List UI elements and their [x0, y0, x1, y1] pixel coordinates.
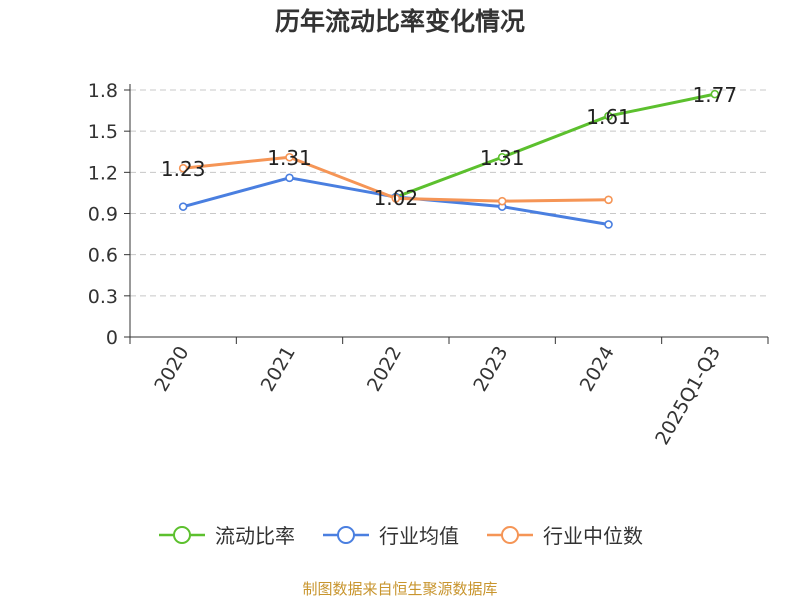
y-tick-label: 0 [106, 327, 118, 349]
legend-item[interactable]: 行业均值 [321, 520, 459, 549]
legend-label: 行业均值 [379, 524, 459, 548]
y-tick-label: 1.5 [88, 121, 118, 143]
data-point [285, 152, 294, 162]
data-point [497, 152, 507, 162]
data-label: 1.61 [586, 105, 631, 129]
x-tick-label: 2023 [469, 342, 512, 395]
data-point [285, 173, 294, 183]
legend-label: 行业中位数 [543, 524, 643, 548]
x-tick-label: 2022 [363, 343, 406, 396]
data-point [604, 195, 613, 205]
y-tick-label: 0.9 [88, 204, 118, 226]
legend-line-circle-icon [159, 525, 205, 544]
y-tick-label: 1.2 [88, 162, 118, 184]
legend-item[interactable]: 行业中位数 [485, 520, 643, 549]
x-tick-label: 2025Q1-Q3 [651, 343, 725, 449]
x-tick-label: 2024 [576, 343, 619, 396]
data-label: 1.77 [693, 83, 738, 107]
data-point [497, 196, 507, 206]
data-point [178, 163, 188, 173]
data-point [178, 202, 188, 211]
data-point [604, 220, 613, 229]
chart-legend: 流动比率 行业均值 行业中位数 [0, 520, 800, 549]
chart-title: 历年流动比率变化情况 [274, 7, 525, 36]
legend-line-circle-icon [487, 525, 533, 544]
data-source-note: 制图数据来自恒生聚源数据库 [302, 580, 498, 598]
legend-line-circle-icon [323, 525, 369, 544]
data-label: 1.31 [267, 146, 312, 170]
data-point [604, 111, 613, 121]
data-point [391, 194, 401, 203]
y-tick-label: 0.6 [88, 245, 118, 267]
data-label: 1.02 [374, 186, 419, 210]
legend-item[interactable]: 流动比率 [157, 520, 295, 549]
y-tick-label: 0.3 [88, 286, 118, 308]
x-tick-label: 2020 [150, 343, 193, 396]
data-label: 1.31 [480, 146, 525, 170]
data-point [710, 89, 720, 99]
data-label: 1.23 [161, 157, 206, 181]
legend-label: 流动比率 [215, 524, 295, 548]
y-tick-label: 1.8 [88, 80, 118, 102]
series-line-0 [395, 92, 716, 199]
x-tick-label: 2021 [257, 343, 300, 396]
